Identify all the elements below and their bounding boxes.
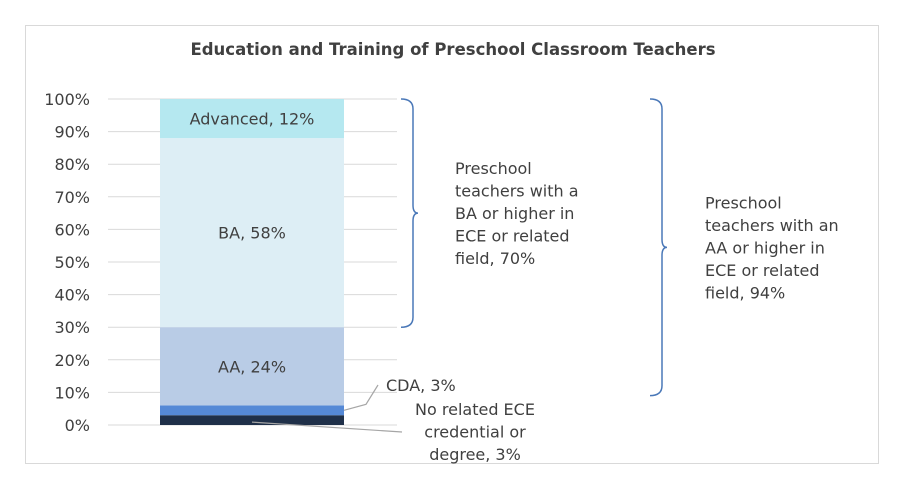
y-tick-label: 10% (54, 383, 90, 402)
y-tick-label: 50% (54, 253, 90, 272)
chart-title: Education and Training of Preschool Clas… (190, 40, 715, 59)
annotation-text: teachers with an (705, 216, 839, 235)
y-tick-label: 30% (54, 318, 90, 337)
segment-label: AA, 24% (218, 357, 286, 376)
annotation-text: AA or higher in (705, 238, 825, 257)
annotations: Preschool teachers with a BA or higher in E… (400, 98, 839, 397)
y-tick-label: 80% (54, 155, 90, 174)
annotation-text: teachers with a (455, 182, 579, 201)
bar-segment-aa (160, 327, 344, 406)
annotation-text: Preschool (705, 193, 782, 212)
stacked-bar (160, 99, 344, 425)
leader-line (251, 421, 403, 433)
brace-bracket (400, 98, 419, 328)
bar-segment-ba (160, 138, 344, 328)
y-axis-ticks: 0% 10% 20% 30% 40% 50% 60% 70% 80% 90% 100% (44, 90, 90, 435)
annotation-text: ECE or related (455, 227, 570, 246)
bar-segment-no-related-ece-credential-or-degree (160, 415, 344, 425)
segment-label: No related ECE (415, 400, 535, 419)
y-tick-label: 0% (65, 416, 90, 435)
annotation-text: Preschool (455, 159, 532, 178)
y-tick-label: 70% (54, 188, 90, 207)
segment-label: credential or (424, 423, 526, 442)
annotation-text: field, 94% (705, 283, 785, 302)
y-tick-label: 60% (54, 220, 90, 239)
segment-label: CDA, 3% (386, 376, 456, 395)
segment-labels: AA, 24% BA, 58% Advanced, 12% CDA, 3% No rel… (190, 110, 535, 464)
segment-label: BA, 58% (218, 224, 286, 243)
y-tick-label: 90% (54, 123, 90, 142)
annotation-text: field, 70% (455, 249, 535, 268)
annotation-text: ECE or related (705, 261, 820, 280)
brace-bracket (649, 98, 668, 397)
segment-label: Advanced, 12% (190, 110, 315, 129)
bar-segment-advanced (160, 99, 344, 139)
y-tick-label: 40% (54, 286, 90, 305)
annotation-text: BA or higher in (455, 204, 574, 223)
y-tick-label: 100% (44, 90, 90, 109)
segment-label: degree, 3% (429, 445, 521, 464)
leader-line (343, 384, 379, 411)
bar-segment-cda (160, 405, 344, 416)
y-tick-label: 20% (54, 351, 90, 370)
